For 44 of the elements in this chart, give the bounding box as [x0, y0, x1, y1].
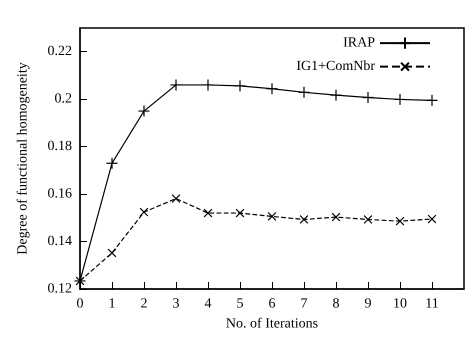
legend-label: IG1+ComNbr	[296, 59, 376, 74]
point	[202, 78, 214, 92]
x-tick-label: 1	[108, 296, 116, 312]
point	[172, 194, 180, 204]
point	[268, 212, 276, 221]
point	[138, 104, 150, 118]
y-tick-label: 0.16	[48, 186, 72, 202]
y-tick-label: 0.18	[48, 139, 72, 154]
y-tick-label: 0.22	[48, 44, 72, 60]
point	[428, 214, 436, 224]
x-tick-label: 3	[172, 296, 180, 312]
x-tick-label: 7	[300, 296, 308, 312]
x-tick-label: 10	[393, 296, 407, 312]
point	[298, 86, 310, 98]
x-tick-label: 0	[76, 296, 84, 312]
x-tick-label: 8	[332, 296, 340, 312]
x-tick-label: 9	[364, 296, 372, 312]
legend-label: IRAP	[343, 36, 376, 51]
x-tick-label: 4	[204, 296, 212, 312]
x-tick-label: 2	[140, 296, 148, 312]
point	[106, 157, 118, 170]
y-tick-label: 0.2	[54, 92, 72, 107]
point	[108, 248, 116, 258]
point	[236, 208, 244, 218]
point	[266, 82, 278, 95]
point	[330, 89, 342, 102]
point	[426, 94, 438, 106]
point	[300, 214, 308, 224]
point	[204, 208, 212, 218]
point	[234, 80, 246, 92]
point	[364, 214, 372, 224]
y-tick-label: 0.12	[48, 282, 72, 296]
point	[332, 212, 340, 222]
point	[396, 216, 404, 226]
y-tick-label: 0.14	[48, 234, 72, 250]
x-tick-label: 5	[236, 296, 244, 312]
point	[170, 78, 182, 92]
x-tick-label: 6	[268, 296, 276, 312]
x-tick-label: 11	[425, 296, 439, 312]
y-axis-title: Degree of functional homogeneity	[16, 62, 30, 255]
x-axis-title: No. of Iterations	[226, 316, 318, 332]
point	[362, 91, 374, 104]
point	[394, 93, 406, 106]
point	[140, 208, 148, 217]
